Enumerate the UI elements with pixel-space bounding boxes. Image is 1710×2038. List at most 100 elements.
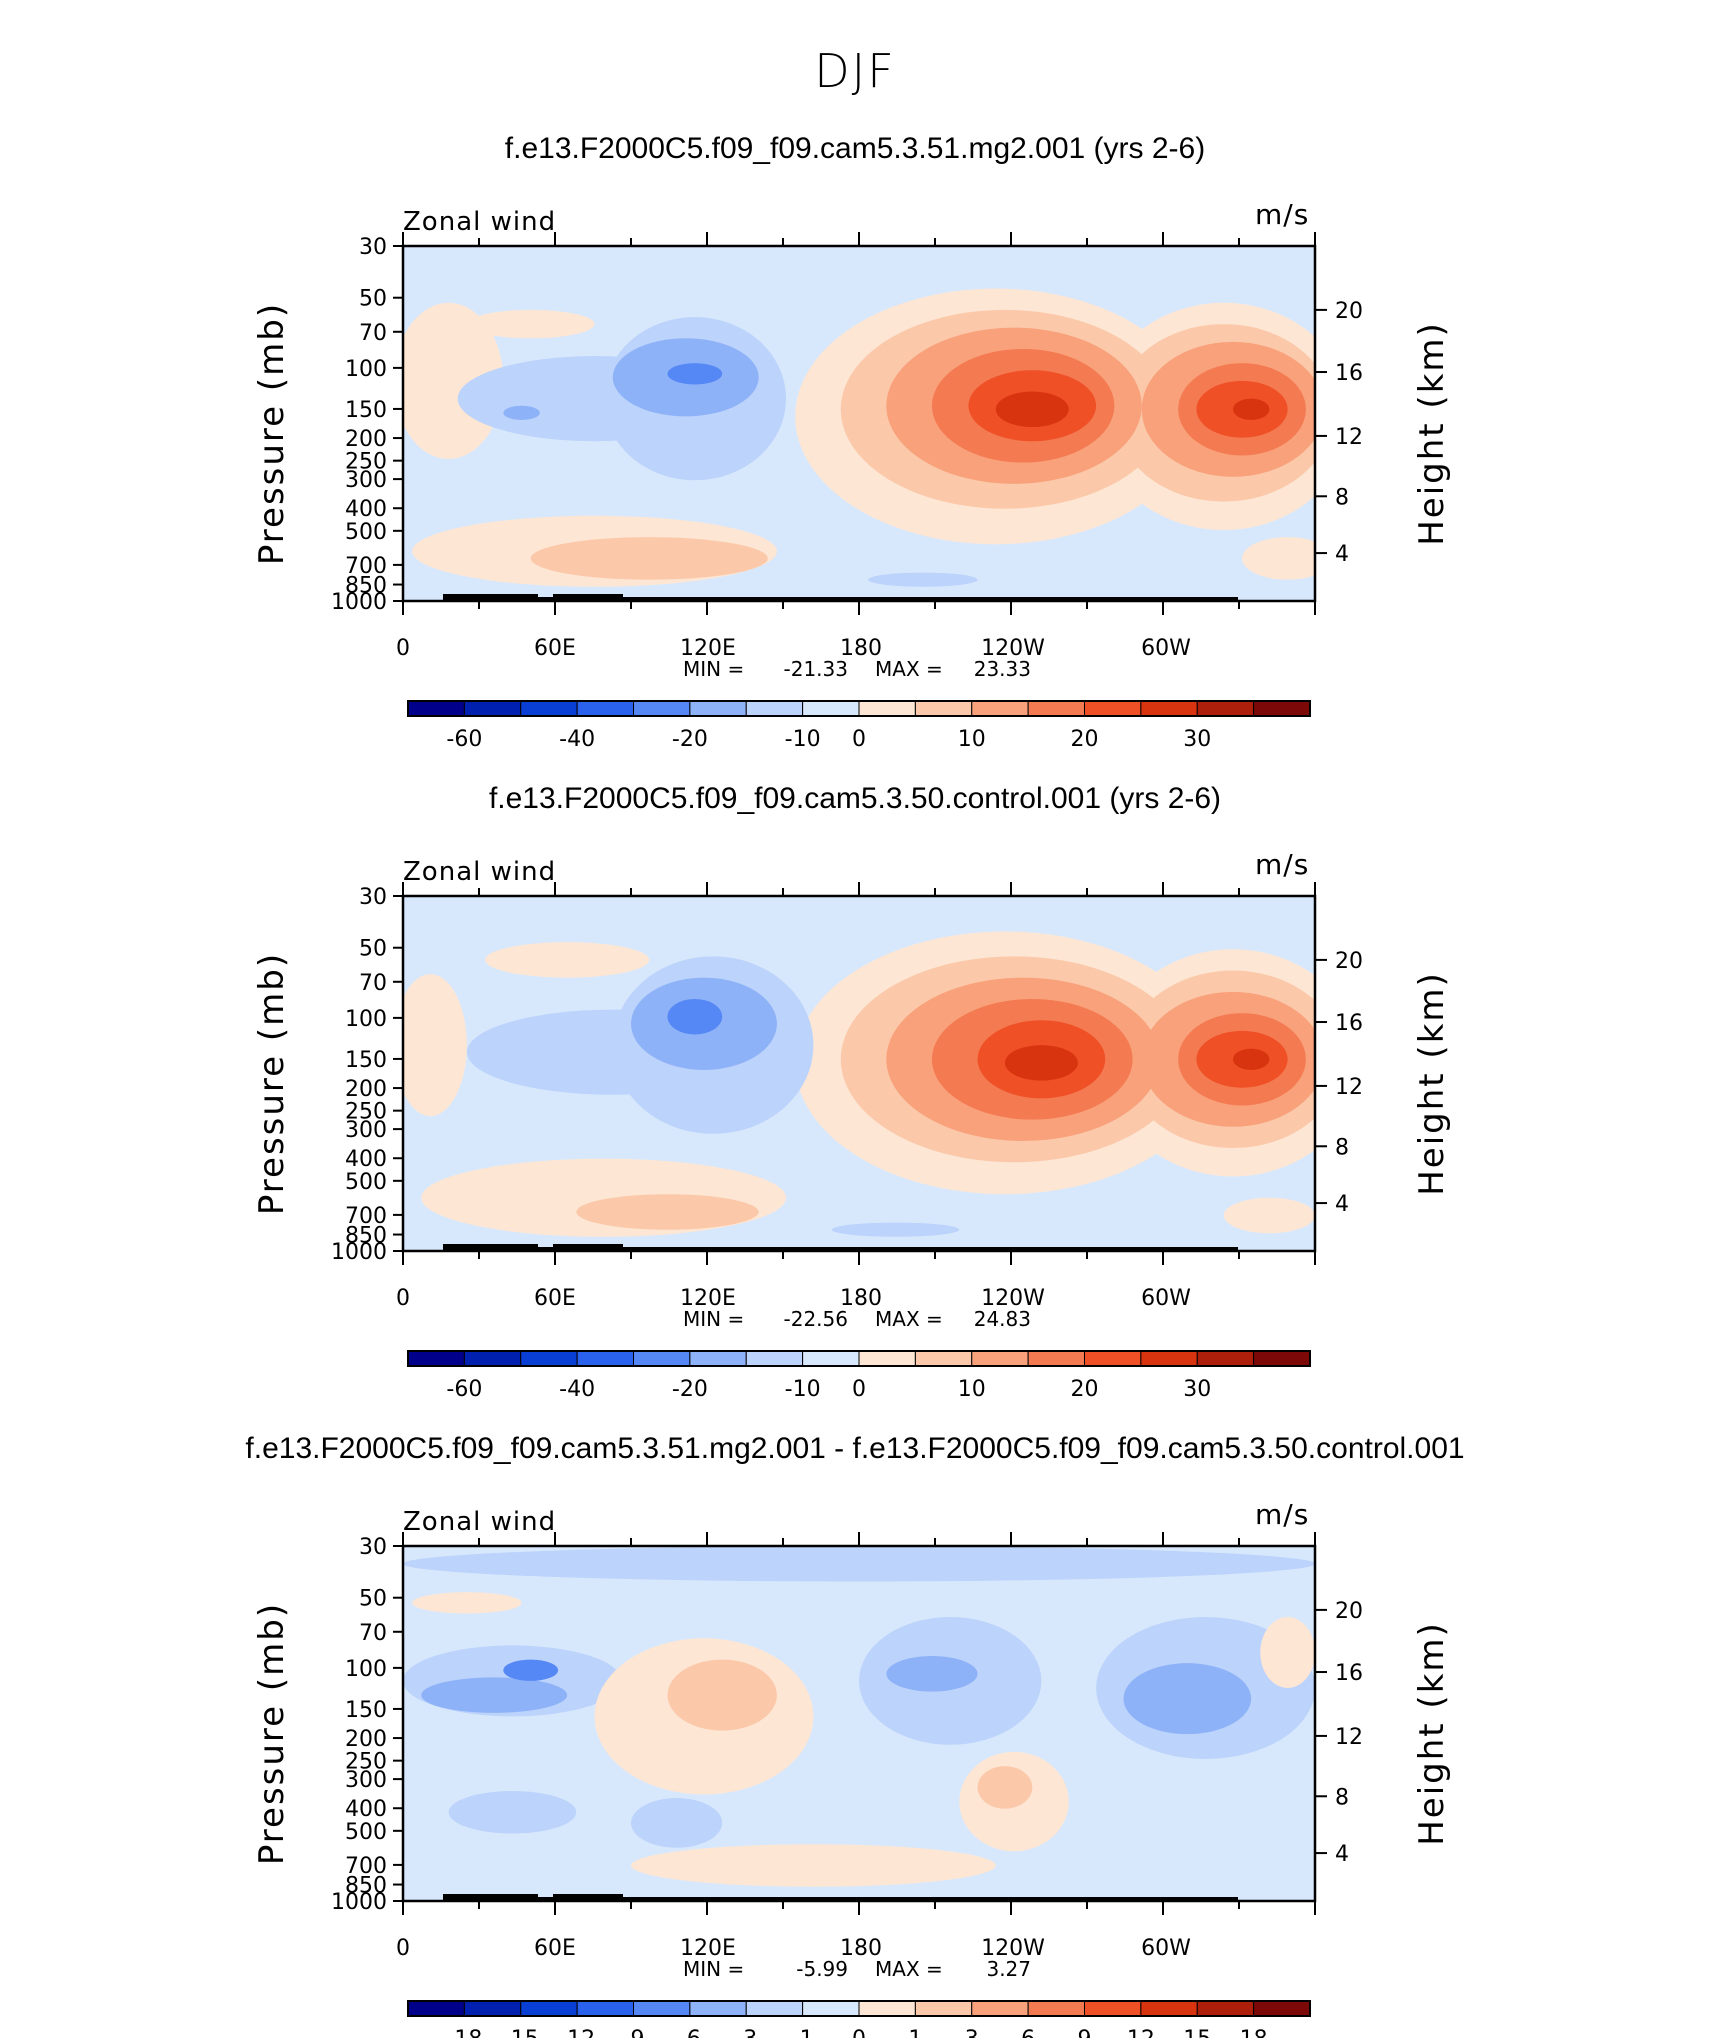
x-tick-label: 120W bbox=[981, 1936, 1045, 1961]
contour-region bbox=[1223, 1197, 1315, 1234]
colorbar-swatch bbox=[802, 2000, 860, 2017]
colorbar: -60 -40 -20 -10 0 10 20 30 bbox=[407, 1350, 1311, 1402]
max-label: MAX = bbox=[875, 1307, 943, 1331]
colorbar-swatch bbox=[802, 1350, 860, 1367]
colorbar-label: 12 bbox=[1127, 2027, 1155, 2038]
colorbar-frame bbox=[407, 1350, 1311, 1367]
colorbar-swatch bbox=[971, 1350, 1029, 1367]
colorbar-swatch bbox=[463, 700, 522, 717]
colorbar-swatch bbox=[1084, 2000, 1142, 2017]
x-tick-label: 120E bbox=[680, 1936, 736, 1961]
y-tick-label: 300 bbox=[345, 1768, 387, 1793]
y-tick-label: 500 bbox=[345, 520, 387, 545]
colorbar-swatch bbox=[1253, 700, 1311, 717]
colorbar-swatch bbox=[858, 1350, 916, 1367]
x-tick-label: 120E bbox=[680, 636, 736, 661]
y-tick-label: 30 bbox=[359, 235, 387, 260]
colorbar-swatch bbox=[463, 1350, 522, 1367]
colorbar-swatch bbox=[520, 2000, 578, 2017]
contour-region bbox=[1242, 537, 1315, 580]
y-tick-label: 100 bbox=[345, 1657, 387, 1682]
y-tick-label: 850 bbox=[345, 1224, 387, 1249]
y-tick-label: 500 bbox=[345, 1170, 387, 1195]
y-tick-label: 500 bbox=[345, 1820, 387, 1845]
x-tick-label: 60E bbox=[534, 1936, 576, 1961]
x-tick-label: 180 bbox=[840, 1286, 882, 1311]
y-right-axis-label: Height (km) bbox=[1412, 971, 1452, 1196]
colorbar-swatch bbox=[1140, 1350, 1198, 1367]
max-value: 24.83 bbox=[974, 1307, 1031, 1331]
y-right-tick-label: 4 bbox=[1335, 1192, 1349, 1217]
variable-label: Zonal wind bbox=[403, 207, 556, 237]
colorbar-frame bbox=[407, 700, 1311, 717]
units-label: m/s bbox=[1255, 198, 1309, 231]
y-right-tick-label: 12 bbox=[1335, 1725, 1363, 1750]
contour-region bbox=[977, 1766, 1033, 1809]
y-tick-label: 850 bbox=[345, 1874, 387, 1899]
colorbar-label: -40 bbox=[559, 1377, 595, 1402]
variable-label: Zonal wind bbox=[403, 1507, 556, 1537]
min-label: MIN = bbox=[683, 1957, 744, 1981]
y-tick-label: 200 bbox=[345, 427, 387, 452]
x-tick-label: 60E bbox=[534, 636, 576, 661]
colorbar-swatch bbox=[1196, 2000, 1255, 2017]
y-tick-label: 70 bbox=[359, 321, 387, 346]
y-tick-label: 300 bbox=[345, 1118, 387, 1143]
x-tick-label: 60W bbox=[1141, 1286, 1191, 1311]
y-tick-label: 100 bbox=[345, 357, 387, 382]
colorbar-swatch bbox=[463, 2000, 522, 2017]
y-right-tick-label: 12 bbox=[1335, 1075, 1363, 1100]
colorbar-swatch bbox=[1027, 700, 1085, 717]
contour-region bbox=[503, 1659, 559, 1681]
colorbar-swatch bbox=[971, 2000, 1029, 2017]
y-right-tick-label: 12 bbox=[1335, 425, 1363, 450]
contour-region bbox=[421, 1677, 568, 1713]
contour-region bbox=[485, 942, 650, 978]
contour-region bbox=[995, 391, 1069, 428]
colorbar-label: -60 bbox=[446, 727, 482, 752]
y-right-tick-label: 16 bbox=[1335, 1011, 1363, 1036]
variable-label: Zonal wind bbox=[403, 857, 556, 887]
contour-region bbox=[1232, 398, 1270, 420]
contour-region bbox=[503, 405, 540, 420]
panel-2: 3050701001502002503004005007008501000201… bbox=[252, 848, 1452, 1402]
x-tick-label: 60W bbox=[1141, 636, 1191, 661]
colorbar-swatch bbox=[520, 1350, 578, 1367]
colorbar-swatch bbox=[971, 700, 1029, 717]
max-label: MAX = bbox=[875, 1957, 943, 1981]
y-right-tick-label: 4 bbox=[1335, 1842, 1349, 1867]
y-tick-label: 400 bbox=[345, 497, 387, 522]
figure-title: DJF bbox=[814, 44, 896, 98]
contour-region bbox=[1260, 1617, 1315, 1688]
colorbar-label: 10 bbox=[958, 727, 986, 752]
y-tick-label: 250 bbox=[345, 450, 387, 475]
colorbar-label: 0 bbox=[852, 727, 866, 752]
colorbar: -18 -15 -12 -9 -6 -3 -1 0 1 3 6 9 12 15 18 bbox=[407, 2000, 1311, 2038]
orography bbox=[468, 597, 1238, 601]
x-tick-label: 0 bbox=[396, 1286, 410, 1311]
y-right-tick-label: 16 bbox=[1335, 1661, 1363, 1686]
y-tick-label: 400 bbox=[345, 1797, 387, 1822]
y-tick-label: 700 bbox=[345, 1204, 387, 1229]
colorbar-label: -60 bbox=[446, 1377, 482, 1402]
contour-region bbox=[831, 1222, 960, 1237]
contour-region bbox=[403, 1546, 1315, 1582]
contour-field bbox=[403, 1546, 1315, 1901]
y-tick-label: 300 bbox=[345, 468, 387, 493]
colorbar-swatch bbox=[633, 1350, 691, 1367]
y-tick-label: 250 bbox=[345, 1750, 387, 1775]
colorbar-label: -40 bbox=[559, 727, 595, 752]
colorbar-swatch bbox=[520, 700, 578, 717]
contour-region bbox=[631, 1798, 723, 1848]
colorbar-label: -10 bbox=[785, 727, 821, 752]
colorbar-swatch bbox=[858, 700, 916, 717]
colorbar-label: 20 bbox=[1071, 1377, 1099, 1402]
colorbar-swatch bbox=[1027, 1350, 1085, 1367]
contour-region bbox=[576, 1194, 759, 1230]
x-tick-label: 180 bbox=[840, 1936, 882, 1961]
x-tick-label: 180 bbox=[840, 636, 882, 661]
contour-region bbox=[530, 537, 768, 580]
x-tick-label: 60W bbox=[1141, 1936, 1191, 1961]
y-tick-label: 150 bbox=[345, 1048, 387, 1073]
